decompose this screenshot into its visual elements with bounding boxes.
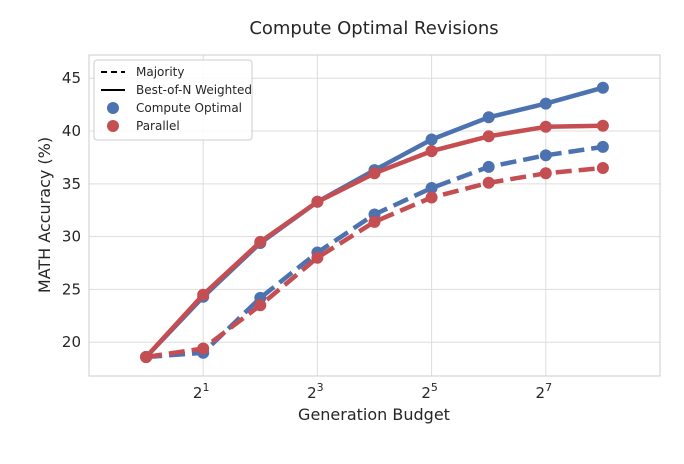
chart-title: Compute Optimal Revisions [249, 18, 498, 39]
legend: Majority Best-of-N Weighted Compute Opti… [93, 59, 253, 141]
data-point-parallel-majority [425, 191, 438, 204]
data-point-parallel-majority [596, 161, 609, 174]
y-tick-label: 45 [62, 69, 81, 87]
series-parallel-majority [140, 161, 609, 363]
legend-label-majority: Majority [136, 65, 184, 79]
legend-label-parallel: Parallel [136, 119, 180, 133]
y-tick-label: 40 [62, 122, 81, 140]
x-tick-base: 2 [536, 384, 546, 402]
data-point-parallel-best-of-n-weighted [311, 195, 324, 208]
x-axis-label: Generation Budget [298, 405, 450, 424]
data-point-compute-optimal-best-of-n-weighted [539, 97, 552, 110]
data-point-compute-optimal-majority [482, 160, 495, 173]
series-layer [140, 81, 609, 363]
y-tick-label: 25 [62, 280, 81, 298]
x-tick-base: 2 [421, 384, 431, 402]
x-tick-label: 25 [421, 381, 438, 402]
data-point-compute-optimal-best-of-n-weighted [596, 81, 609, 94]
x-tick-exponent: 7 [545, 381, 552, 394]
legend-label-compute-optimal: Compute Optimal [136, 101, 242, 115]
data-point-parallel-best-of-n-weighted [596, 119, 609, 132]
y-tick-labels: 20 25 30 35 40 45 [62, 69, 81, 351]
data-point-parallel-majority [197, 342, 210, 355]
series-line-parallel-majority [145, 165, 604, 360]
data-point-parallel-best-of-n-weighted [254, 235, 267, 248]
data-point-parallel-best-of-n-weighted [197, 288, 210, 301]
x-tick-label: 27 [536, 381, 553, 402]
plot-frame [88, 54, 661, 377]
data-point-compute-optimal-majority [596, 140, 609, 153]
data-point-compute-optimal-majority [425, 182, 438, 195]
data-point-parallel-majority [368, 215, 381, 228]
x-tick-exponent: 1 [202, 381, 209, 394]
x-tick-label: 23 [307, 381, 324, 402]
data-point-parallel-majority [539, 167, 552, 180]
y-tick-label: 35 [62, 175, 81, 193]
data-point-compute-optimal-majority [539, 149, 552, 162]
x-tick-base: 2 [307, 384, 317, 402]
y-tick-label: 20 [62, 333, 81, 351]
legend-label-best-of-n: Best-of-N Weighted [136, 83, 252, 97]
x-tick-exponent: 3 [317, 381, 324, 394]
data-point-parallel-majority [254, 299, 267, 312]
data-point-parallel-best-of-n-weighted [425, 145, 438, 158]
y-tick-label: 30 [62, 228, 81, 246]
x-tick-label: 21 [193, 381, 210, 402]
series-line-parallel-best-of-n-weighted [144, 123, 603, 359]
legend-marker-parallel [107, 120, 119, 132]
data-point-parallel-best-of-n-weighted [539, 120, 552, 133]
legend-box [93, 59, 253, 141]
data-point-parallel-best-of-n-weighted [368, 167, 381, 180]
data-point-parallel-majority [311, 251, 324, 264]
y-axis-label: MATH Accuracy (%) [35, 137, 54, 293]
data-point-parallel-best-of-n-weighted [482, 130, 495, 143]
data-point-compute-optimal-best-of-n-weighted [425, 133, 438, 146]
data-point-compute-optimal-best-of-n-weighted [482, 111, 495, 124]
x-tick-base: 2 [193, 384, 203, 402]
series-parallel-best-of-n-weighted [140, 119, 609, 363]
data-point-parallel-best-of-n-weighted [140, 350, 153, 363]
legend-marker-compute-optimal [107, 102, 119, 114]
x-tick-exponent: 5 [431, 381, 438, 394]
data-point-parallel-majority [482, 176, 495, 189]
x-tick-labels: 21 23 25 27 [193, 381, 552, 402]
